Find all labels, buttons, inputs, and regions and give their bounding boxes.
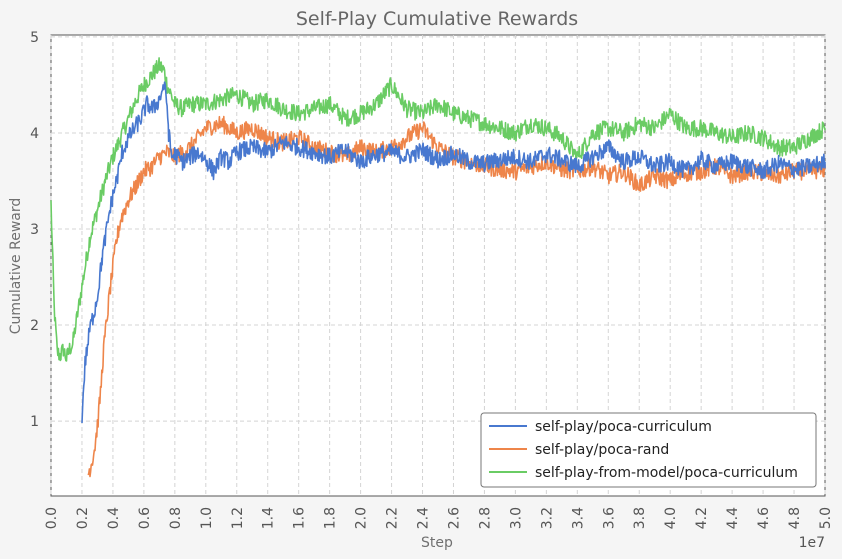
legend-label-from-model: self-play-from-model/poca-curriculum [535, 465, 798, 481]
x-tick-label: 4.6 [756, 507, 772, 529]
x-tick-label: 3.4 [570, 507, 586, 529]
legend-label-poca-rand: self-play/poca-rand [535, 442, 669, 458]
x-tick-label: 1.4 [261, 507, 277, 529]
series-line [50, 57, 826, 362]
chart-title: Self-Play Cumulative Rewards [296, 8, 578, 30]
x-tick-label: 4.8 [787, 507, 803, 529]
y-tick-label: 4 [30, 126, 39, 142]
x-tick-label: 2.2 [385, 507, 401, 529]
series-layer [50, 57, 826, 478]
x-tick-label: 0.0 [44, 507, 60, 529]
legend-label-poca-curriculum: self-play/poca-curriculum [535, 419, 712, 435]
x-tick-label: 5.0 [818, 507, 834, 529]
series-line [87, 115, 826, 478]
x-scale-label: 1e7 [799, 535, 825, 551]
legend-box [480, 412, 817, 488]
x-tick-label: 0.8 [168, 507, 184, 529]
y-tick-label: 1 [30, 414, 39, 430]
x-tick-label: 4.0 [663, 507, 679, 529]
x-tick-label: 3.6 [601, 507, 617, 529]
x-tick-label: 4.2 [694, 507, 710, 529]
x-tick-label: 3.0 [508, 507, 524, 529]
x-tick-labels: 0.0 0.2 0.4 0.6 0.8 1.0 1.2 1.4 1.6 1.8 2.0 2.2 2.4 2… [44, 507, 834, 529]
y-axis-label: Cumulative Reward [8, 198, 24, 335]
x-tick-label: 1.0 [199, 507, 215, 529]
x-tick-label: 2.8 [477, 507, 493, 529]
x-tick-label: 3.8 [632, 507, 648, 529]
x-tick-label: 3.2 [539, 507, 555, 529]
y-tick-label: 3 [30, 222, 39, 238]
x-axis-label: Step [421, 535, 453, 551]
x-tick-label: 2.0 [354, 507, 370, 529]
x-tick-label: 4.4 [725, 507, 741, 529]
legend: self-play/poca-curriculum self-play/poca… [480, 412, 817, 488]
x-tick-label: 0.6 [137, 507, 153, 529]
x-tick-label: 0.4 [106, 507, 122, 529]
x-tick-label: 1.6 [292, 507, 308, 529]
y-tick-label: 2 [30, 318, 39, 334]
x-tick-label: 2.4 [416, 507, 432, 529]
x-tick-label: 1.8 [323, 507, 339, 529]
series-line [81, 81, 826, 424]
y-tick-label: 5 [30, 30, 39, 46]
y-tick-labels: 1 2 3 4 5 [30, 30, 39, 430]
x-tick-label: 2.6 [446, 507, 462, 529]
x-tick-label: 1.2 [230, 507, 246, 529]
x-tick-label: 0.2 [75, 507, 91, 529]
